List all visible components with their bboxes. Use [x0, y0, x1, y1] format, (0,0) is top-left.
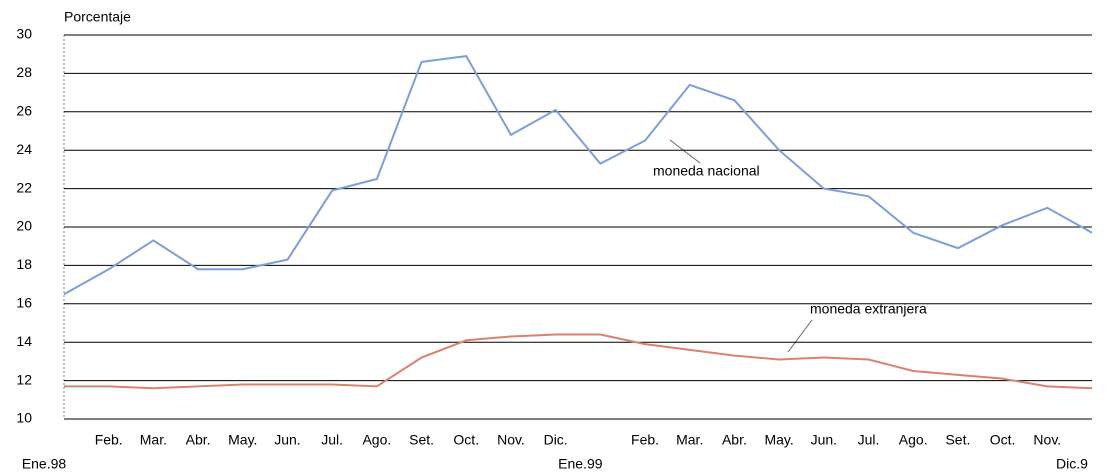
x-tick-label: Oct. — [990, 432, 1016, 448]
x-tick-label: Mar. — [676, 432, 703, 448]
y-tick-label: 28 — [16, 64, 32, 80]
x-tick-label: Nov. — [497, 432, 525, 448]
x-tick-label: Ene.99 — [558, 456, 603, 472]
x-tick-label: Ene.98 — [22, 456, 67, 472]
y-tick-label: 14 — [16, 333, 32, 349]
leader-line — [669, 139, 701, 164]
y-tick-label: 20 — [16, 218, 32, 234]
x-tick-label: Oct. — [453, 432, 479, 448]
x-tick-label: Set. — [409, 432, 434, 448]
x-tick-label: Nov. — [1033, 432, 1061, 448]
x-tick-label: Abr. — [186, 432, 211, 448]
x-tick-label: Abr. — [722, 432, 747, 448]
y-tick-label: 12 — [16, 371, 32, 387]
y-axis-label: Porcentaje — [64, 9, 131, 25]
series-line — [64, 333, 1093, 390]
y-tick-label: 16 — [16, 295, 32, 311]
series-label: moneda nacional — [653, 163, 760, 179]
x-tick-label: Feb. — [631, 432, 659, 448]
y-tick-label: 24 — [16, 141, 32, 157]
series-line — [63, 55, 1093, 296]
series-label: moneda extranjera — [810, 301, 927, 317]
x-tick-label: Mar. — [140, 432, 167, 448]
x-tick-label: Ago. — [362, 432, 391, 448]
x-tick-label: May. — [764, 432, 793, 448]
y-tick-label: 18 — [16, 256, 32, 272]
y-tick-label: 22 — [16, 179, 32, 195]
x-tick-label: Dic.9 — [1056, 456, 1088, 472]
x-tick-label: Set. — [945, 432, 970, 448]
x-tick-label: Jul. — [858, 432, 880, 448]
y-tick-label: 10 — [16, 410, 32, 426]
x-tick-label: Feb. — [95, 432, 123, 448]
x-tick-label: Dic. — [544, 432, 568, 448]
x-tick-label: Jul. — [321, 432, 343, 448]
x-tick-label: May. — [228, 432, 257, 448]
x-tick-label: Jun. — [274, 432, 300, 448]
x-tick-label: Ago. — [899, 432, 928, 448]
y-tick-label: 30 — [16, 26, 32, 42]
y-tick-label: 26 — [16, 103, 32, 119]
leader-line — [787, 319, 813, 353]
x-tick-label: Jun. — [811, 432, 837, 448]
